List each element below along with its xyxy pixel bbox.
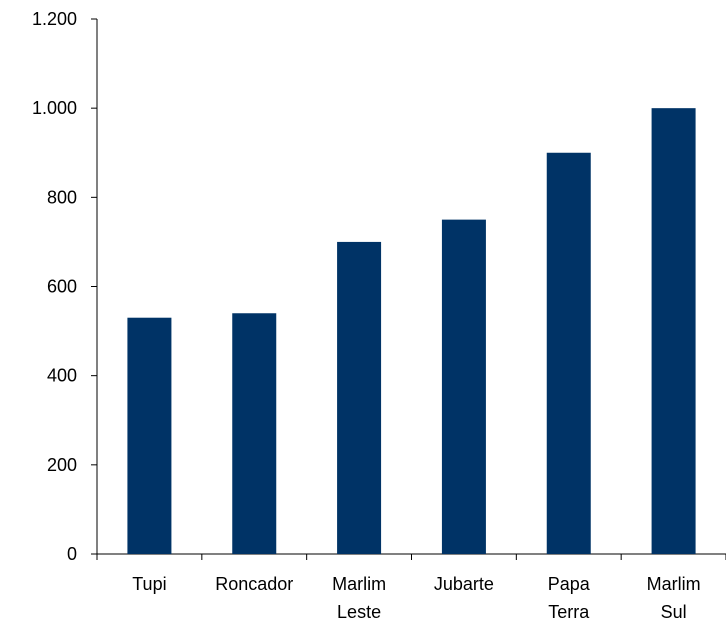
bars — [127, 108, 696, 555]
y-axis: 0 200 400 600 800 1.000 1.200 — [32, 9, 98, 564]
y-tick-label: 600 — [47, 277, 77, 297]
x-tick-label: Jubarte — [434, 574, 494, 594]
x-tick-label: Marlim — [332, 574, 386, 594]
bar — [441, 219, 486, 554]
x-tick-label: Roncador — [215, 574, 293, 594]
x-tick-label: Tupi — [132, 574, 166, 594]
bar — [546, 152, 591, 554]
y-tick-label: 1.200 — [32, 9, 77, 29]
bar — [651, 108, 696, 555]
y-tick-label: 800 — [47, 187, 77, 207]
bar — [337, 241, 382, 554]
bar — [127, 317, 172, 554]
y-tick-label: 0 — [67, 544, 77, 564]
x-tick-label: Marlim — [647, 574, 701, 594]
x-axis: Tupi Roncador Marlim Leste Jubarte Papa Terra M… — [96, 553, 726, 622]
x-tick-label: Terra — [548, 602, 590, 622]
y-tick-label: 400 — [47, 366, 77, 386]
y-tick-label: 1.000 — [32, 98, 77, 118]
x-tick-label: Leste — [337, 602, 381, 622]
x-tick-label: Papa — [548, 574, 591, 594]
x-tick-label: Sul — [661, 602, 687, 622]
y-tick-label: 200 — [47, 455, 77, 475]
bar — [232, 313, 277, 554]
